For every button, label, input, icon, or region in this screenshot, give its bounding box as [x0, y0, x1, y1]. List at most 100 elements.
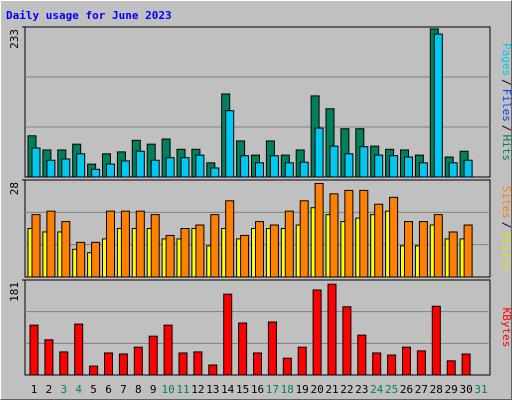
x-tick-label: 19	[296, 383, 309, 396]
bar	[46, 210, 56, 278]
bar	[329, 145, 339, 178]
bar	[89, 365, 99, 376]
bar	[59, 351, 69, 376]
bar	[106, 210, 115, 278]
bar	[418, 221, 428, 278]
bar	[374, 203, 384, 278]
bar	[344, 153, 354, 178]
bar	[357, 334, 367, 376]
bar	[374, 154, 384, 178]
y-tick-label: 28	[8, 182, 21, 195]
bar	[404, 221, 413, 278]
bar	[225, 110, 235, 178]
x-tick-label: 20	[310, 383, 323, 396]
bar	[31, 147, 41, 178]
legend-separator: /	[500, 125, 512, 132]
bar	[46, 159, 56, 178]
bar	[269, 224, 279, 278]
legend-item: Visits	[500, 232, 512, 272]
y-tick-label: 233	[8, 29, 21, 49]
bar	[253, 352, 262, 376]
bar	[299, 161, 309, 178]
bar	[29, 324, 39, 376]
x-tick-label: 11	[176, 383, 189, 396]
bar	[180, 157, 190, 178]
x-tick-label: 31	[474, 383, 487, 396]
bar	[61, 158, 71, 178]
bar	[284, 162, 294, 178]
x-tick-label: 22	[340, 383, 353, 396]
legend: Pages / Files / Hits	[500, 43, 512, 161]
bar	[359, 189, 369, 278]
x-tick-label: 16	[251, 383, 264, 396]
bar	[404, 156, 413, 178]
bar	[135, 150, 145, 178]
legend-item: KBytes	[500, 308, 512, 348]
bar	[267, 321, 277, 376]
legend-item: Sites	[500, 186, 512, 219]
bar	[76, 153, 86, 178]
bar	[225, 200, 235, 278]
legend-item: Pages	[500, 43, 512, 76]
bar	[327, 283, 337, 376]
x-tick-label: 30	[459, 383, 472, 396]
plot-area	[24, 26, 491, 178]
bar	[342, 306, 352, 376]
x-tick-label: 4	[75, 383, 82, 396]
x-tick-label: 1	[31, 383, 38, 396]
bar	[74, 323, 84, 376]
bar	[299, 200, 309, 278]
x-tick-label: 27	[415, 383, 428, 396]
bar	[314, 182, 324, 278]
bar	[210, 167, 220, 178]
bar	[389, 196, 399, 278]
x-tick-label: 15	[236, 383, 249, 396]
x-tick-label: 17	[266, 383, 279, 396]
legend-item: Files	[500, 89, 512, 122]
bar	[282, 357, 292, 376]
bar	[150, 214, 160, 278]
chart-title: Daily usage for June 2023	[6, 9, 172, 22]
bar	[195, 224, 205, 278]
x-tick-label: 2	[46, 383, 53, 396]
bar	[165, 234, 175, 278]
bar	[150, 159, 160, 178]
bar	[118, 353, 128, 376]
bar	[180, 228, 190, 278]
bar	[238, 322, 248, 376]
x-tick-label: 25	[385, 383, 398, 396]
bar	[195, 154, 205, 178]
bar	[433, 214, 443, 278]
bar	[329, 193, 339, 278]
bar	[463, 159, 473, 178]
legend-item: Hits	[500, 135, 512, 162]
legend: KBytes	[500, 308, 512, 348]
legend-separator: /	[500, 222, 512, 229]
x-tick-label: 5	[90, 383, 97, 396]
bar	[120, 160, 130, 178]
bar	[106, 163, 115, 178]
bar	[448, 162, 458, 178]
bar	[31, 214, 41, 278]
x-tick-label: 28	[430, 383, 443, 396]
bar	[284, 210, 294, 278]
bar	[314, 127, 324, 178]
bar	[463, 224, 473, 278]
bar	[91, 241, 101, 278]
bar	[178, 352, 188, 376]
x-tick-label: 14	[221, 383, 235, 396]
bar	[61, 221, 71, 278]
x-tick-label: 10	[161, 383, 174, 396]
x-tick-label: 21	[325, 383, 338, 396]
x-tick-label: 26	[400, 383, 413, 396]
bar	[359, 146, 369, 178]
x-tick-label: 29	[445, 383, 458, 396]
bar	[104, 352, 113, 376]
bar	[120, 210, 130, 278]
x-tick-label: 7	[120, 383, 127, 396]
bar	[431, 305, 441, 376]
legend: Sites / Visits	[500, 186, 512, 272]
x-tick-label: 12	[191, 383, 204, 396]
bar	[433, 33, 443, 178]
